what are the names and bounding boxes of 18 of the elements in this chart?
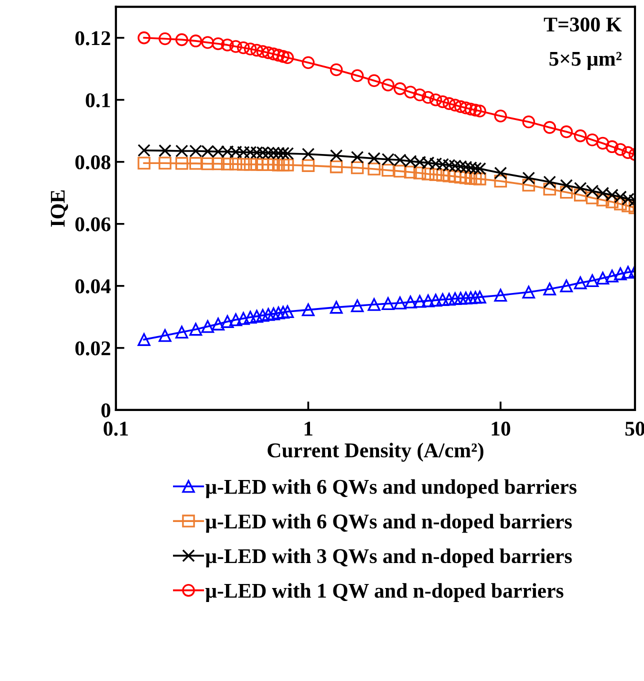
- y-tick-label: 0.06: [75, 217, 110, 232]
- legend-label: μ-LED with 6 QWs and n-doped barriers: [205, 514, 572, 533]
- legend-label: μ-LED with 3 QWs and n-doped barriers: [205, 548, 572, 568]
- y-tick-label: 0.04: [75, 279, 111, 294]
- x-tick-label: 1: [304, 422, 312, 436]
- y-tick-label: 0.1: [86, 93, 110, 108]
- y-tick-label: 0.08: [75, 155, 110, 170]
- x-axis-title: Current Density (A/cm²): [268, 442, 484, 462]
- y-tick-label: 0: [101, 403, 110, 418]
- y-axis-title: IQE: [50, 190, 68, 227]
- y-tick-label: 0.02: [75, 341, 110, 356]
- annotation: T=300 K: [544, 17, 622, 32]
- x-tick-label: 10: [492, 422, 510, 436]
- legend-label: μ-LED with 1 QW and n-doped barriers: [205, 583, 564, 602]
- annotation: 5×5 μm²: [550, 52, 622, 70]
- x-tick-label: 0.1: [104, 422, 128, 436]
- y-tick-label: 0.12: [75, 31, 110, 46]
- legend-label: μ-LED with 6 QWs and undoped barriers: [205, 479, 576, 498]
